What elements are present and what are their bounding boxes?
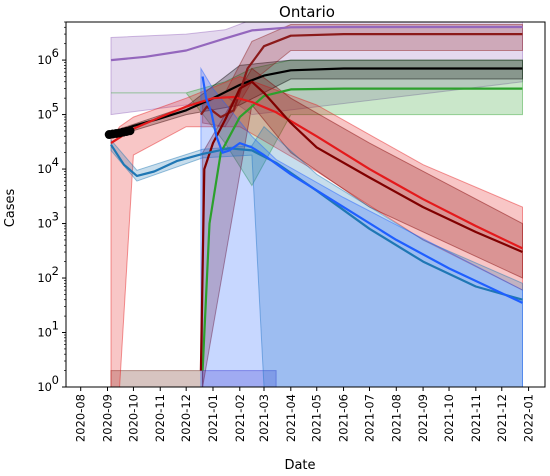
series-band-3	[202, 24, 523, 128]
series-band-0	[110, 22, 523, 116]
y-tick-exponent-0: 0	[52, 373, 59, 387]
series-line-4	[110, 95, 523, 250]
series-line-7	[201, 76, 523, 304]
x-tick-label-9: 2021-05	[310, 394, 324, 442]
y-tick-exponent-3: 3	[52, 210, 59, 224]
series-line-6	[110, 144, 523, 301]
y-tick-exponent-2: 2	[52, 264, 59, 278]
x-tick-label-3: 2020-11	[153, 394, 167, 442]
x-tick-label-0: 2020-08	[74, 394, 88, 442]
plot-content	[104, 22, 523, 387]
observed-point-6	[125, 126, 135, 136]
series-line-0	[110, 25, 523, 62]
interval-bar-0	[110, 370, 204, 387]
series-band-4	[110, 75, 523, 387]
y-tick-exponent-6: 6	[52, 46, 59, 60]
x-tick-label-14: 2021-10	[442, 394, 456, 442]
y-axis-label: Cases	[3, 188, 18, 227]
x-tick-label-1: 2020-09	[101, 394, 115, 442]
series-band-7	[200, 66, 523, 387]
y-tick-label-0: 10	[37, 380, 52, 394]
y-tick-exponent-5: 5	[52, 101, 59, 115]
x-tick-label-12: 2021-08	[389, 394, 403, 442]
interval-bar-1	[202, 370, 277, 387]
plot-area	[104, 22, 523, 387]
x-tick-label-13: 2021-09	[416, 394, 430, 442]
x-tick-label-11: 2021-07	[362, 394, 376, 442]
y-tick-label-2: 10	[37, 271, 52, 285]
x-axis-label: Date	[284, 458, 315, 473]
x-tick-label-8: 2021-04	[284, 394, 298, 442]
y-tick-label-6: 10	[37, 53, 52, 67]
chart-title: Ontario	[279, 3, 335, 21]
x-tick-label-16: 2021-12	[495, 394, 509, 442]
y-tick-label-1: 10	[37, 326, 52, 340]
x-tick-label-10: 2021-06	[337, 394, 351, 442]
series-line-5	[199, 80, 523, 371]
x-tick-label-15: 2021-11	[469, 394, 483, 442]
y-tick-label-3: 10	[37, 217, 52, 231]
x-tick-label-5: 2021-01	[206, 394, 220, 442]
y-tick-exponent-4: 4	[52, 155, 59, 169]
y-tick-label-5: 10	[37, 108, 52, 122]
series-line-1	[201, 87, 523, 371]
x-tick-label-7: 2021-03	[257, 394, 271, 442]
x-tick-label-4: 2020-12	[179, 394, 193, 442]
y-tick-label-4: 10	[37, 162, 52, 176]
plot-frame	[65, 21, 546, 388]
axes: 2020-08 2020-09 2020-10 2020-11 2020-12 2021-…	[37, 21, 546, 442]
y-tick-exponent-1: 1	[52, 319, 59, 333]
x-tick-label-17: 2022-01	[522, 394, 536, 442]
series-band-1	[111, 59, 523, 187]
x-tick-label-2: 2020-10	[126, 394, 140, 442]
x-tick-label-6: 2021-02	[233, 394, 247, 442]
